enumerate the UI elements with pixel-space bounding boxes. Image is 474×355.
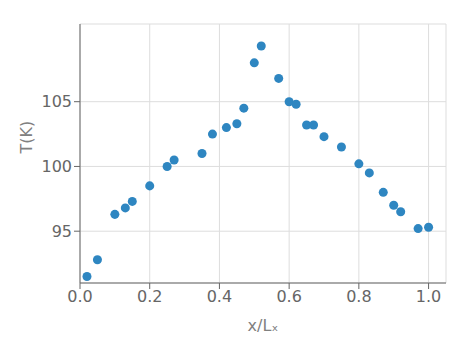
svg-text:105: 105 <box>41 92 72 111</box>
svg-text:0.4: 0.4 <box>207 287 232 306</box>
svg-text:0.8: 0.8 <box>346 287 371 306</box>
svg-text:T(K): T(K) <box>17 121 36 155</box>
svg-text:0.2: 0.2 <box>137 287 162 306</box>
svg-text:0.0: 0.0 <box>67 287 92 306</box>
svg-text:0.6: 0.6 <box>276 287 301 306</box>
svg-text:100: 100 <box>41 157 72 176</box>
svg-text:x/Lₓ: x/Lₓ <box>248 316 279 335</box>
svg-text:1.0: 1.0 <box>416 287 441 306</box>
svg-text:95: 95 <box>52 222 72 241</box>
